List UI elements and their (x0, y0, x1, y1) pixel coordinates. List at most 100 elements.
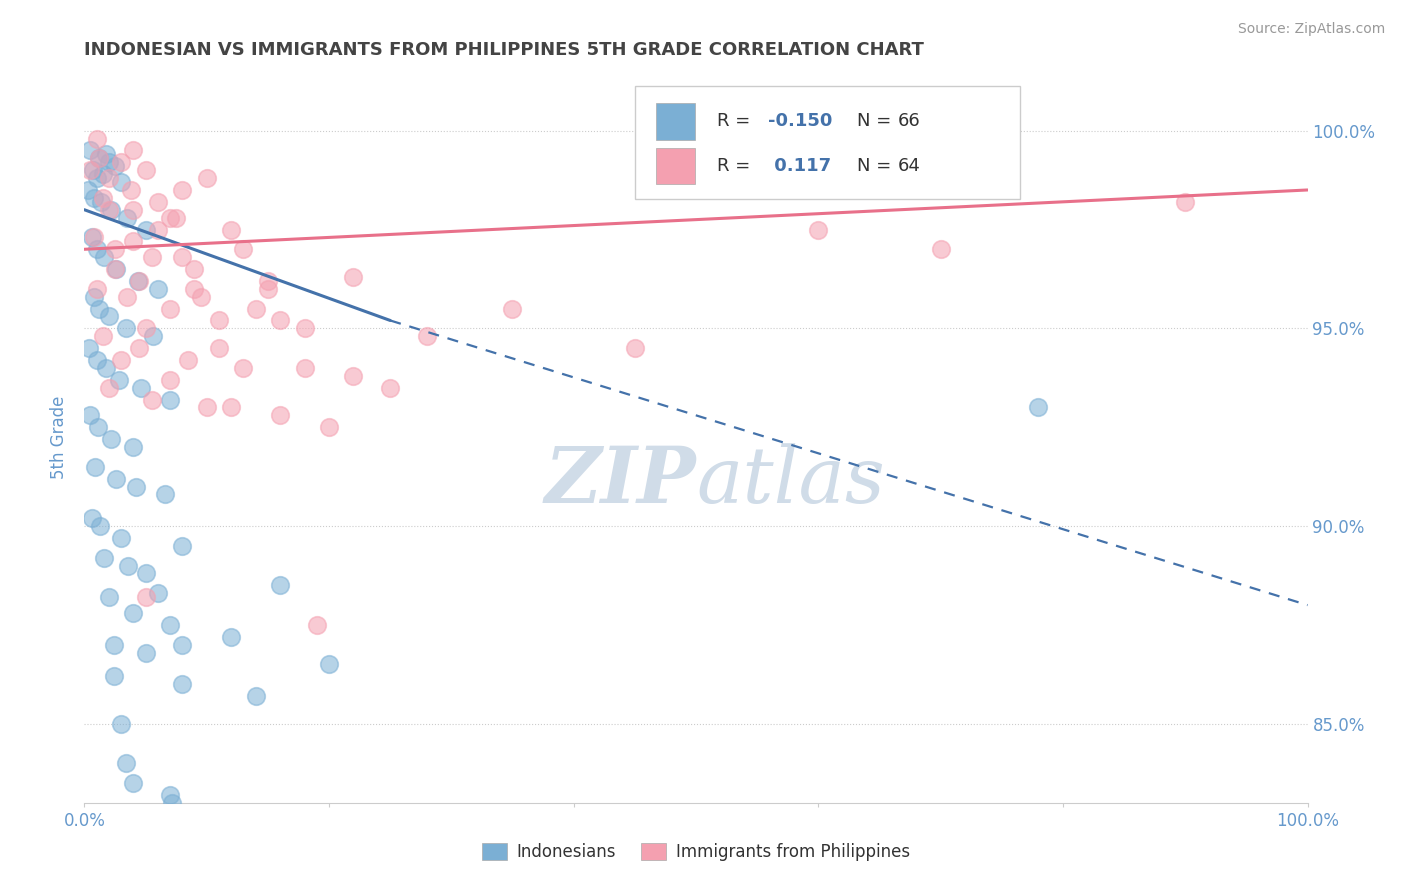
Text: Source: ZipAtlas.com: Source: ZipAtlas.com (1237, 22, 1385, 37)
Point (89, 519, 111, 533)
Legend: Indonesians, Immigrants from Philippines: Indonesians, Immigrants from Philippines (475, 836, 917, 868)
Point (97, 155, 120, 169)
Point (159, 373, 181, 387)
Point (110, 155, 132, 169)
Point (183, 282, 205, 296)
Point (86, 282, 108, 296)
Point (146, 194, 169, 209)
Text: -0.150: -0.150 (768, 112, 832, 130)
Point (1028, 401, 1050, 415)
Point (141, 250, 163, 264)
Point (122, 202, 145, 217)
Point (100, 202, 122, 217)
Point (159, 392, 181, 407)
Point (122, 440, 145, 454)
Point (135, 566, 157, 581)
Point (208, 313, 231, 327)
Point (83, 230, 105, 244)
Point (1174, 194, 1197, 209)
Point (105, 472, 128, 486)
Point (135, 222, 157, 236)
Point (87, 301, 110, 316)
Point (305, 618, 328, 632)
Point (122, 144, 145, 158)
Y-axis label: 5th Grade: 5th Grade (51, 395, 69, 479)
Point (127, 274, 149, 288)
Text: atlas: atlas (696, 442, 884, 519)
Text: N =: N = (858, 112, 891, 130)
Point (195, 171, 218, 186)
Point (219, 401, 242, 415)
Point (122, 776, 145, 790)
Point (97, 171, 120, 186)
Point (159, 788, 181, 802)
Point (232, 242, 254, 256)
Point (294, 360, 316, 375)
Point (97, 202, 120, 217)
Point (122, 606, 145, 620)
Point (91, 167, 114, 181)
Point (115, 321, 138, 335)
Point (77, 341, 100, 355)
Point (245, 301, 267, 316)
Point (86, 353, 108, 368)
Point (146, 222, 169, 236)
Point (135, 163, 157, 178)
Point (96, 147, 118, 161)
Point (110, 175, 132, 189)
Point (84, 459, 107, 474)
Point (183, 262, 205, 277)
Point (93, 250, 115, 264)
Point (104, 262, 127, 277)
Point (129, 381, 152, 395)
Text: N =: N = (858, 157, 891, 175)
Point (104, 159, 127, 173)
Text: INDONESIAN VS IMMIGRANTS FROM PHILIPPINES 5TH GRADE CORRELATION CHART: INDONESIAN VS IMMIGRANTS FROM PHILIPPINE… (84, 41, 924, 59)
Point (159, 301, 181, 316)
Point (128, 341, 150, 355)
Point (219, 630, 242, 644)
Point (232, 360, 254, 375)
Text: 66: 66 (898, 112, 921, 130)
Point (104, 242, 127, 256)
Point (86, 131, 108, 145)
Point (159, 618, 181, 632)
Point (77, 183, 100, 197)
Point (87, 152, 110, 166)
Point (342, 368, 364, 383)
Point (159, 211, 181, 225)
Point (91, 191, 114, 205)
Point (117, 558, 139, 573)
Point (122, 235, 145, 249)
Point (142, 329, 165, 343)
Point (162, 796, 184, 810)
Point (172, 638, 194, 652)
Point (502, 301, 524, 316)
Point (146, 282, 169, 296)
Point (318, 420, 340, 434)
FancyBboxPatch shape (636, 86, 1021, 200)
Point (79, 163, 101, 178)
Text: 0.117: 0.117 (768, 157, 831, 175)
Point (93, 550, 115, 565)
Text: R =: R = (717, 112, 749, 130)
Point (120, 183, 142, 197)
Point (115, 756, 138, 771)
Point (86, 171, 108, 186)
Point (219, 222, 242, 236)
Text: R =: R = (717, 157, 749, 175)
Text: ZIP: ZIP (544, 442, 696, 519)
Point (257, 274, 280, 288)
Point (141, 392, 163, 407)
Point (103, 638, 125, 652)
Point (269, 578, 291, 592)
Point (177, 353, 200, 368)
Point (380, 381, 402, 395)
Point (80, 230, 103, 244)
Point (110, 353, 132, 368)
Point (135, 321, 157, 335)
Point (128, 274, 150, 288)
Point (115, 211, 138, 225)
Point (190, 290, 212, 304)
Point (115, 290, 138, 304)
